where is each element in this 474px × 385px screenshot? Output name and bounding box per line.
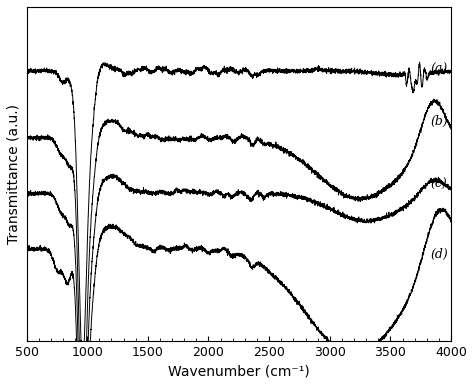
Text: (d): (d) xyxy=(430,248,448,261)
Y-axis label: Transmittance (a.u.): Transmittance (a.u.) xyxy=(7,104,21,244)
Text: (b): (b) xyxy=(430,115,448,128)
Text: (c): (c) xyxy=(430,177,447,191)
X-axis label: Wavenumber (cm⁻¹): Wavenumber (cm⁻¹) xyxy=(168,364,310,378)
Text: (a): (a) xyxy=(430,63,448,76)
